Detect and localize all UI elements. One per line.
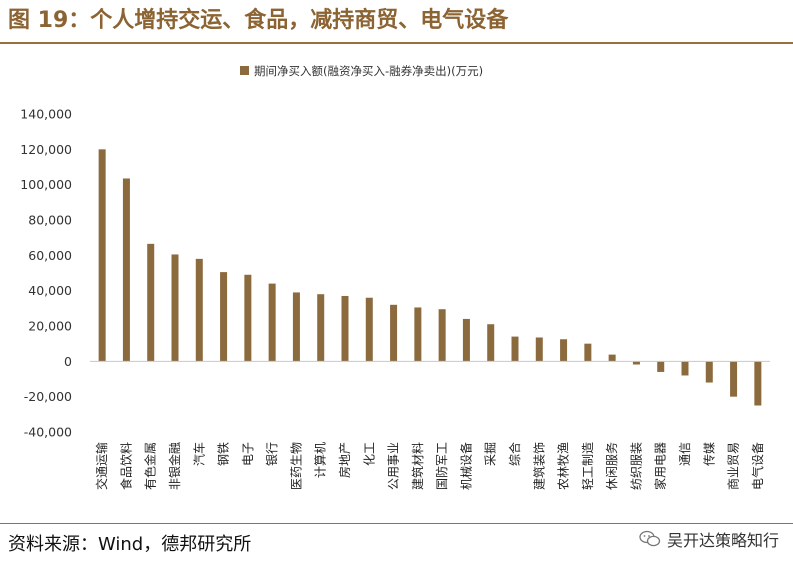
watermark: 吴开达策略知行	[639, 527, 779, 551]
bar	[122, 178, 130, 362]
x-category-label: 传媒	[701, 442, 716, 466]
y-tick-label: 40,000	[28, 283, 72, 298]
bar	[584, 343, 592, 362]
x-category-label: 建筑材料	[410, 442, 425, 490]
y-tick-label: 100,000	[20, 177, 72, 192]
x-category-label: 家用电器	[653, 442, 668, 490]
x-category-label: 商业贸易	[726, 442, 741, 490]
bar	[317, 294, 325, 362]
figure-title: 图 19：个人增持交运、食品，减持商贸、电气设备	[8, 8, 509, 33]
x-category-label: 交通运输	[94, 442, 109, 490]
y-tick-label: 120,000	[20, 142, 72, 157]
x-category-label: 汽车	[191, 442, 206, 466]
x-category-label: 银行	[265, 442, 279, 466]
bar	[220, 272, 228, 362]
x-category-label: 化工	[362, 442, 376, 466]
bar	[171, 254, 179, 362]
x-category-label: 电气设备	[750, 442, 765, 490]
watermark-text: 吴开达策略知行	[666, 531, 779, 550]
bar	[195, 258, 203, 362]
x-category-label: 非银金融	[167, 442, 182, 490]
bar	[511, 336, 519, 362]
bar	[341, 295, 349, 362]
bar	[632, 361, 640, 365]
bars	[98, 149, 762, 406]
bar	[754, 361, 762, 406]
x-category-label: 建筑装饰	[531, 442, 546, 490]
x-category-label: 休闲服务	[604, 442, 619, 490]
x-category-label: 采掘	[483, 442, 498, 466]
bar	[487, 324, 495, 362]
bar	[98, 149, 106, 362]
bar	[730, 361, 738, 397]
bar-chart: 期间净买入额(融资净买入-融券净卖出)(万元) -40,000 -20,000 0 2…	[20, 64, 770, 490]
bar	[268, 283, 276, 362]
bar	[608, 354, 616, 362]
bar	[705, 361, 713, 383]
y-tick-label: 0	[64, 354, 72, 369]
x-category-label: 食品饮料	[118, 442, 133, 490]
bar	[147, 243, 155, 362]
bar	[462, 318, 470, 362]
x-category-label: 计算机	[313, 442, 328, 478]
x-category-label: 综合	[507, 442, 522, 466]
y-tick-label: 60,000	[28, 248, 72, 263]
x-category-label: 医药生物	[289, 442, 303, 490]
x-category-label: 通信	[678, 442, 692, 466]
bar	[657, 361, 665, 372]
y-tick-label: 80,000	[28, 213, 72, 228]
x-category-label: 电子	[241, 442, 255, 466]
y-tick-label: -20,000	[24, 389, 72, 404]
x-category-label: 纺织服装	[629, 442, 643, 490]
x-category-label: 有色金属	[143, 442, 158, 490]
bar	[292, 292, 300, 362]
x-category-label: 机械设备	[458, 442, 473, 490]
y-axis: -40,000 -20,000 0 20,000 40,000 60,000 80,000 1…	[20, 107, 72, 440]
title-divider	[0, 42, 793, 44]
legend-swatch	[240, 66, 249, 75]
x-category-label: 国防军工	[434, 442, 449, 490]
bar	[438, 309, 446, 362]
x-category-label: 钢铁	[217, 442, 231, 466]
legend-label: 期间净买入额(融资净买入-融券净卖出)(万元)	[254, 64, 483, 78]
x-axis-labels: 交通运输 食品饮料 有色金属 非银金融 汽车 钢铁 电子 银行 医药生物 计算机 房地产 化工 公用事业…	[94, 442, 765, 490]
bar	[681, 361, 689, 376]
x-category-label: 房地产	[337, 442, 352, 478]
source-note: 资料来源：Wind，德邦研究所	[8, 534, 252, 555]
x-category-label: 农林牧渔	[557, 442, 571, 490]
bar	[414, 307, 422, 362]
source-divider	[0, 523, 793, 524]
y-tick-label: -40,000	[24, 425, 72, 440]
x-category-label: 轻工制造	[581, 442, 595, 490]
y-tick-label: 20,000	[28, 319, 72, 334]
chart-legend: 期间净买入额(融资净买入-融券净卖出)(万元)	[240, 64, 483, 78]
bar	[390, 304, 398, 362]
y-tick-label: 140,000	[20, 107, 72, 122]
bar	[560, 339, 568, 362]
bar	[244, 274, 252, 362]
bar	[535, 337, 543, 362]
wechat-icon	[639, 530, 661, 547]
x-category-label: 公用事业	[387, 442, 401, 490]
bar	[365, 297, 373, 362]
